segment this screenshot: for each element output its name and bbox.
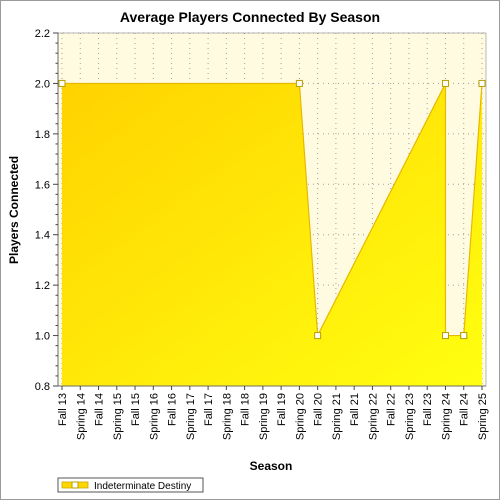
x-tick-label: Spring 23 bbox=[404, 393, 416, 440]
x-tick-label: Fall 17 bbox=[203, 393, 215, 426]
x-tick-label: Fall 19 bbox=[276, 393, 288, 426]
x-axis-title: Season bbox=[250, 459, 293, 473]
x-tick-label: Spring 15 bbox=[112, 393, 124, 440]
data-point-marker bbox=[441, 332, 449, 340]
data-point-marker bbox=[314, 332, 322, 340]
x-tick-label: Fall 24 bbox=[459, 393, 471, 426]
y-tick-label: 1.0 bbox=[35, 331, 50, 343]
y-tick-label: 1.4 bbox=[35, 230, 50, 242]
x-tick-label: Spring 22 bbox=[367, 393, 379, 440]
x-tick-label: Fall 23 bbox=[422, 393, 434, 426]
data-point-marker bbox=[478, 79, 486, 87]
x-tick-label: Fall 20 bbox=[313, 393, 325, 426]
chart-title: Average Players Connected By Season bbox=[120, 9, 380, 25]
x-tick-label: Fall 22 bbox=[386, 393, 398, 426]
legend-marker bbox=[71, 481, 79, 489]
x-tick-label: Spring 14 bbox=[75, 393, 87, 440]
x-tick-label: Fall 14 bbox=[94, 393, 106, 426]
x-tick-label: Spring 24 bbox=[440, 393, 452, 440]
y-tick-label: 2.0 bbox=[35, 78, 50, 90]
y-axis-title: Players Connected bbox=[7, 156, 21, 264]
y-tick-label: 2.2 bbox=[35, 28, 50, 40]
x-tick-label: Fall 18 bbox=[240, 393, 252, 426]
plot-border bbox=[57, 32, 487, 387]
legend: Indeterminate Destiny bbox=[57, 477, 204, 493]
legend-box bbox=[57, 477, 204, 493]
x-tick-label: Spring 25 bbox=[477, 393, 489, 440]
data-point-marker bbox=[441, 79, 449, 87]
x-tick-label: Fall 21 bbox=[349, 393, 361, 426]
y-tick-label: 1.6 bbox=[35, 179, 50, 191]
data-point-marker bbox=[58, 79, 66, 87]
series-area bbox=[62, 83, 482, 386]
x-tick-label: Fall 15 bbox=[130, 393, 142, 426]
x-tick-label: Spring 20 bbox=[294, 393, 306, 440]
y-tick-label: 0.8 bbox=[35, 381, 50, 393]
data-point-marker bbox=[295, 79, 303, 87]
y-tick-label: 1.8 bbox=[35, 129, 50, 141]
x-tick-label: Fall 16 bbox=[167, 393, 179, 426]
data-point-marker bbox=[460, 332, 468, 340]
x-tick-label: Spring 21 bbox=[331, 393, 343, 440]
legend-label: Indeterminate Destiny bbox=[94, 481, 191, 492]
x-tick-label: Spring 17 bbox=[185, 393, 197, 440]
x-tick-label: Spring 16 bbox=[148, 393, 160, 440]
plot-area: 0.8 1.0 1.2 1.4 1.6 1.8 2.0 2.2 Fall 13 Spring 14… bbox=[35, 28, 489, 440]
y-tick-label: 1.2 bbox=[35, 280, 50, 292]
x-tick-label: Fall 13 bbox=[57, 393, 69, 426]
x-tick-label: Spring 18 bbox=[221, 393, 233, 440]
x-tick-label: Spring 19 bbox=[258, 393, 270, 440]
